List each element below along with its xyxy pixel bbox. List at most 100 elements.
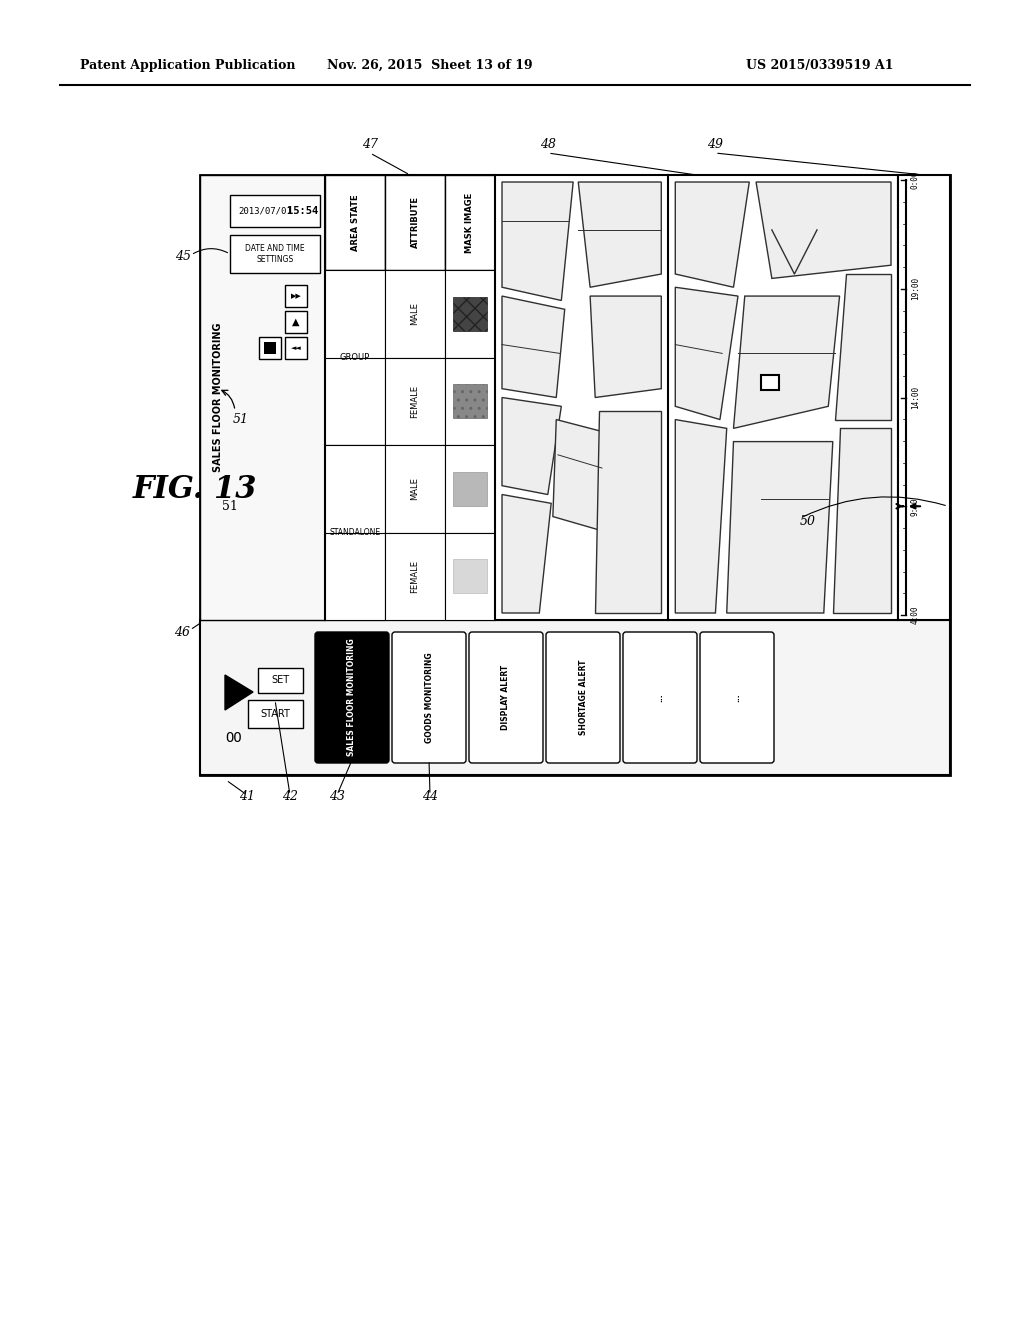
- Text: 15:54: 15:54: [288, 206, 318, 216]
- Polygon shape: [733, 296, 840, 429]
- Text: ◄◄: ◄◄: [291, 345, 301, 351]
- Text: 51: 51: [233, 413, 249, 426]
- Text: FEMALE: FEMALE: [411, 560, 420, 593]
- FancyBboxPatch shape: [315, 632, 389, 763]
- Bar: [453, 297, 487, 331]
- Text: 2013/07/01: 2013/07/01: [239, 206, 292, 215]
- Bar: [445, 532, 495, 620]
- Text: GOODS MONITORING: GOODS MONITORING: [425, 652, 433, 743]
- Bar: [495, 176, 898, 620]
- Bar: [285, 312, 307, 333]
- Text: SHORTAGE ALERT: SHORTAGE ALERT: [579, 660, 588, 735]
- Polygon shape: [756, 182, 891, 279]
- Bar: [325, 176, 495, 620]
- Text: START: START: [260, 709, 290, 719]
- FancyBboxPatch shape: [469, 632, 543, 763]
- Bar: [200, 176, 950, 775]
- Bar: [325, 445, 385, 532]
- Text: 0:00: 0:00: [911, 170, 920, 189]
- Polygon shape: [590, 296, 662, 397]
- Bar: [385, 445, 445, 532]
- Bar: [445, 176, 495, 271]
- Polygon shape: [835, 275, 891, 420]
- FancyBboxPatch shape: [546, 632, 620, 763]
- Text: FEMALE: FEMALE: [411, 384, 420, 417]
- Text: 44: 44: [422, 791, 438, 804]
- Text: MALE: MALE: [411, 478, 420, 500]
- Polygon shape: [675, 288, 738, 420]
- Bar: [259, 337, 281, 359]
- Polygon shape: [727, 442, 833, 612]
- Polygon shape: [675, 182, 750, 288]
- Text: 47: 47: [362, 139, 378, 152]
- Bar: [200, 176, 325, 620]
- Text: MALE: MALE: [411, 302, 420, 325]
- FancyBboxPatch shape: [392, 632, 466, 763]
- Bar: [258, 668, 303, 693]
- Text: 49: 49: [707, 139, 723, 152]
- Text: SALES FLOOR MONITORING: SALES FLOOR MONITORING: [213, 323, 223, 473]
- Text: US 2015/0339519 A1: US 2015/0339519 A1: [746, 58, 894, 71]
- Polygon shape: [579, 182, 662, 288]
- Bar: [453, 560, 487, 593]
- Text: 45: 45: [175, 251, 191, 264]
- Text: GROUP: GROUP: [340, 352, 370, 362]
- Text: ...: ...: [655, 693, 665, 702]
- FancyBboxPatch shape: [623, 632, 697, 763]
- Bar: [325, 271, 385, 358]
- Bar: [264, 342, 276, 354]
- Bar: [325, 445, 385, 620]
- Text: MASK IMAGE: MASK IMAGE: [466, 193, 474, 252]
- Bar: [200, 620, 950, 775]
- Text: 46: 46: [174, 626, 190, 639]
- Bar: [385, 176, 445, 271]
- Text: ▶▶: ▶▶: [291, 293, 301, 300]
- Text: ▲: ▲: [292, 317, 300, 327]
- Polygon shape: [502, 397, 561, 495]
- Text: Nov. 26, 2015  Sheet 13 of 19: Nov. 26, 2015 Sheet 13 of 19: [328, 58, 532, 71]
- Text: 43: 43: [329, 791, 345, 804]
- Polygon shape: [502, 296, 564, 397]
- Text: Patent Application Publication: Patent Application Publication: [80, 58, 296, 71]
- Bar: [248, 700, 303, 729]
- Bar: [453, 471, 487, 506]
- Bar: [230, 195, 319, 227]
- Text: 41: 41: [239, 791, 255, 804]
- Text: FIG. 13: FIG. 13: [133, 474, 257, 506]
- Bar: [453, 384, 487, 418]
- Polygon shape: [502, 182, 573, 301]
- Polygon shape: [553, 420, 607, 529]
- Text: 42: 42: [282, 791, 298, 804]
- FancyBboxPatch shape: [700, 632, 774, 763]
- Bar: [285, 285, 307, 308]
- Bar: [325, 532, 385, 620]
- Text: ...: ...: [732, 693, 741, 702]
- Text: 50: 50: [800, 515, 816, 528]
- Bar: [385, 358, 445, 445]
- Text: ATTRIBUTE: ATTRIBUTE: [411, 197, 420, 248]
- Polygon shape: [502, 495, 551, 612]
- Polygon shape: [595, 411, 662, 612]
- Bar: [445, 445, 495, 532]
- Bar: [325, 271, 385, 445]
- Text: STANDALONE: STANDALONE: [330, 528, 381, 537]
- Text: 48: 48: [540, 139, 556, 152]
- Polygon shape: [225, 675, 253, 710]
- Bar: [325, 176, 385, 271]
- Text: SALES FLOOR MONITORING: SALES FLOOR MONITORING: [347, 639, 356, 756]
- Text: 14:00: 14:00: [911, 385, 920, 409]
- Bar: [445, 358, 495, 445]
- Text: SET: SET: [271, 675, 289, 685]
- Text: DISPLAY ALERT: DISPLAY ALERT: [502, 665, 511, 730]
- Text: 51: 51: [222, 500, 238, 513]
- Bar: [385, 532, 445, 620]
- Polygon shape: [833, 429, 891, 612]
- Bar: [385, 271, 445, 358]
- Bar: [445, 271, 495, 358]
- Bar: [285, 337, 307, 359]
- Text: 19:00: 19:00: [911, 277, 920, 301]
- Text: 4:00: 4:00: [911, 606, 920, 624]
- Polygon shape: [675, 420, 727, 612]
- Text: 9:00: 9:00: [911, 498, 920, 516]
- Text: AREA STATE: AREA STATE: [350, 194, 359, 251]
